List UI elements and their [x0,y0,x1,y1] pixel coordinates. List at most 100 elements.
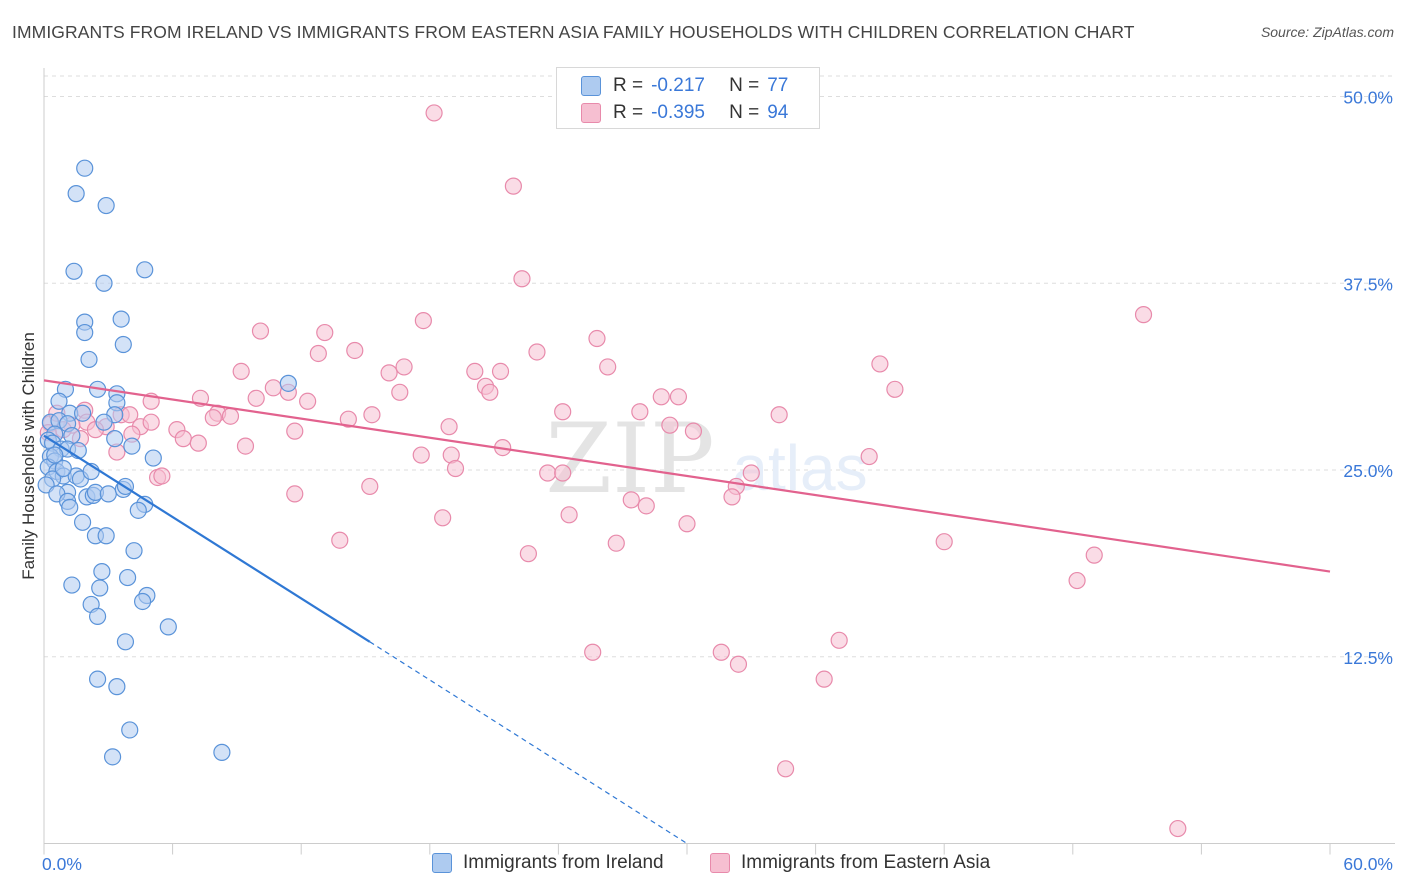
scatter-point-ireland [67,185,85,203]
scatter-point-eastern-asia [232,362,250,380]
scatter-point-ireland [76,323,94,342]
legend-r-value-eastern-asia: -0.395 [651,102,705,123]
scatter-point-ireland [97,527,115,545]
series-swatch-ireland [432,853,452,873]
x-tick-label-max: 60.0% [1343,854,1393,874]
scatter-point-ireland [80,350,98,369]
scatter-point-eastern-asia [712,643,730,661]
scatter-point-eastern-asia [331,531,349,549]
series-swatch-eastern-asia [710,853,730,873]
scatter-point-eastern-asia [466,362,484,380]
scatter-point-ireland [108,678,126,696]
tick-labels: 12.5% 25.0% 37.5% 50.0% 0.0% 60.0% [42,88,1393,875]
legend-r-label: R = [613,102,644,123]
scatter-point-eastern-asia [584,643,602,661]
scatter-point-eastern-asia [622,491,640,509]
scatter-point-ireland [73,513,92,531]
scatter-point-eastern-asia [491,362,510,380]
scatter-point-eastern-asia [652,388,670,406]
y-tick-label: 50.0% [1343,88,1393,108]
scatter-point-eastern-asia [1068,571,1086,590]
scatter-point-eastern-asia [236,437,255,455]
scatter-point-eastern-asia [935,533,953,551]
scatter-point-eastern-asia [729,655,748,673]
scatter-point-eastern-asia [425,104,443,122]
scatter-point-eastern-asia [361,477,379,496]
scatter-point-ireland [88,670,107,688]
scatter-point-eastern-asia [434,509,452,527]
scatter-point-ireland [46,446,64,464]
scatter-point-eastern-asia [339,410,357,428]
trendline-ireland [43,434,371,643]
scatter-point-eastern-asia [554,403,572,421]
scatter-point-eastern-asia [446,459,465,478]
scatter-point-eastern-asia [860,447,878,466]
scatter-point-ireland [279,374,297,392]
trendline-eastern-asia [43,379,1331,573]
trendline-ireland-extension [369,641,688,845]
scatter-point-ireland [112,310,130,328]
scatter-point-eastern-asia [637,497,655,515]
scatter-point-ireland [76,159,94,177]
y-tick-label: 37.5% [1343,274,1393,294]
scatter-point-eastern-asia [1085,546,1103,564]
scatter-point-ireland [97,196,115,215]
watermark: ZIP atlas [545,403,867,515]
series-label-ireland: Immigrants from Ireland [463,852,664,873]
scatter-point-eastern-asia [599,358,617,376]
scatter-point-ireland [88,607,107,626]
scatter-point-eastern-asia [299,392,317,410]
scatter-point-eastern-asia [554,464,572,482]
scatter-point-ireland [91,579,109,597]
scatter-point-eastern-asia [1134,306,1153,324]
scatter-point-eastern-asia [440,418,458,436]
scatter-point-eastern-asia [815,670,833,688]
axes [43,68,1395,855]
scatter-point-ireland [103,748,122,766]
scatter-point-eastern-asia [631,403,649,421]
scatter-point-eastern-asia [513,270,531,288]
scatter-point-eastern-asia [830,631,848,649]
series-legend: Immigrants from Ireland Immigrants from … [0,852,1406,878]
scatter-point-eastern-asia [204,409,222,427]
scatter-point-eastern-asia [607,534,625,552]
scatter-point-eastern-asia [528,343,546,361]
legend-r-label: R = [613,75,644,96]
scatter-point-eastern-asia [380,364,398,382]
scatter-point-eastern-asia [153,467,171,485]
scatter-point-eastern-asia [871,355,889,373]
scatter-point-eastern-asia [286,422,304,440]
scatter-point-eastern-asia [723,488,741,506]
scatter-point-ireland [54,459,72,478]
scatter-point-eastern-asia [309,344,327,363]
scatter-point-ireland [118,568,137,587]
scatter-point-eastern-asia [395,358,413,376]
scatter-point-eastern-asia [189,434,207,452]
scatter-point-ireland [125,542,143,560]
scatter-point-eastern-asia [776,760,795,778]
legend-n-value-ireland: 77 [767,75,789,96]
scatter-point-eastern-asia [142,413,160,431]
scatter-point-eastern-asia [412,446,430,464]
chart-title: IMMIGRANTS FROM IRELAND VS IMMIGRANTS FR… [12,22,1135,42]
scatter-point-ireland [93,562,111,581]
legend-row-ireland: R = -0.217 N = 77 [581,74,788,98]
scatter-point-ireland [133,592,152,611]
scatter-point-ireland [159,618,177,636]
legend-swatch-eastern-asia [581,103,601,123]
scatter-point-ireland [144,449,162,467]
scatter-point-eastern-asia [519,545,537,563]
scatter-point-eastern-asia [251,322,270,340]
scatter-point-eastern-asia [174,430,192,448]
y-tick-label: 12.5% [1343,648,1393,668]
scatter-point-eastern-asia [264,379,282,397]
legend-n-value-eastern-asia: 94 [767,102,789,123]
series-legend-ireland: Immigrants from Ireland [432,852,664,874]
series-legend-eastern-asia: Immigrants from Eastern Asia [710,852,990,874]
scatter-point-ireland [95,274,113,292]
scatter-point-ireland [136,261,154,279]
scatter-point-ireland [65,262,83,280]
series-ireland-points [37,159,297,766]
correlation-legend: R = -0.217 N = 77 R = -0.395 N = 94 [556,67,820,129]
scatter-point-eastern-asia [560,506,578,524]
